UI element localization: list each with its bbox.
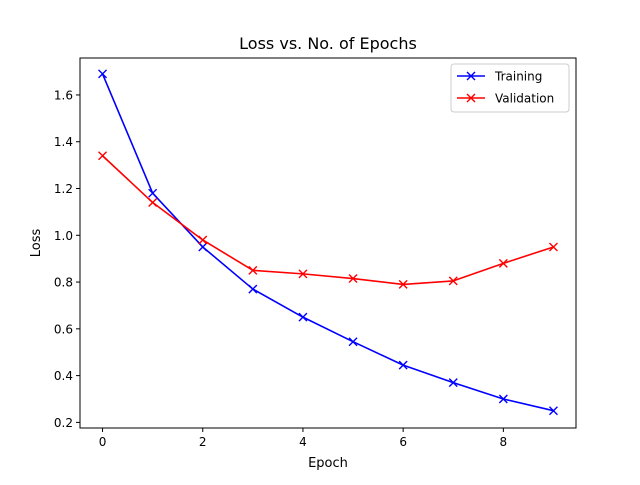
validation-line [102,155,554,286]
plot-content [98,69,558,416]
validation-point [298,269,308,279]
chart-title: Loss vs. No. of Epochs [239,34,417,53]
training-point [548,406,558,416]
legend-label-training: Training [494,70,542,84]
training-point [298,312,308,322]
training-line [101,73,554,412]
legend-marker-validation [466,93,476,103]
x-tick-label: 6 [399,435,407,449]
training-point [348,337,358,347]
training-point [448,378,458,388]
validation-point [398,279,408,289]
y-tick-label: 1.6 [54,88,73,102]
y-tick-label: 0.2 [54,416,73,430]
legend: Training Validation [450,63,570,113]
validation-point [248,265,258,275]
validation-point [198,235,208,245]
y-tick-label: 1.4 [54,135,73,149]
validation-point [98,151,108,161]
legend-entry-training: Training [457,70,542,84]
legend-label-validation: Validation [495,92,554,106]
x-tick-label: 4 [299,435,307,449]
validation-point [448,276,458,286]
training-point [398,360,408,370]
x-axis-label: Epoch [308,456,348,471]
x-tick-label: 8 [500,435,508,449]
training-point [148,188,158,198]
training-point [98,69,108,79]
y-tick-label: 0.8 [54,276,73,290]
legend-entries: Training Validation [457,70,554,106]
x-tick-label: 2 [199,435,207,449]
training-point [198,242,208,252]
validation-point [348,274,358,284]
validation-point [548,242,558,252]
validation-point [498,258,508,268]
plot-frame [79,57,577,429]
training-point [248,284,258,294]
y-tick-label: 1.0 [54,229,73,243]
validation-point [148,198,158,208]
series-training [98,69,558,416]
x-axis: 0 2 4 6 8 [99,428,507,449]
y-axis: 0.2 0.4 0.6 0.8 1.0 1.2 1.4 1.6 [54,88,80,430]
legend-marker-training [466,71,476,81]
training-point [498,394,508,404]
y-tick-label: 0.4 [54,369,73,383]
y-tick-label: 0.6 [54,322,73,336]
series-validation [98,151,558,289]
y-axis-label: Loss [29,229,44,258]
y-tick-label: 1.2 [54,182,73,196]
legend-entry-validation: Validation [457,92,554,106]
x-tick-label: 0 [99,435,107,449]
